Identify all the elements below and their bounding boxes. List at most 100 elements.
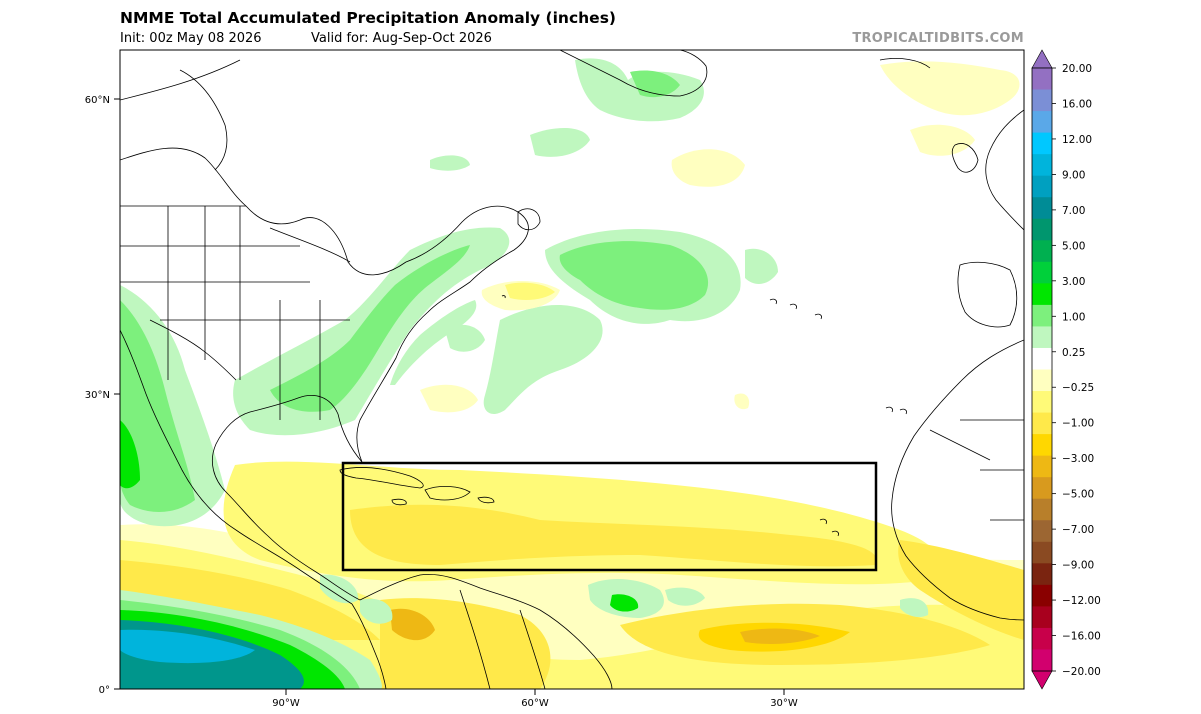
anomaly-darkorange-atlantic bbox=[740, 628, 820, 644]
colorbar-swatch bbox=[1032, 132, 1052, 155]
anomaly-green-atlantic bbox=[483, 305, 603, 415]
anomaly-yellow-gulf bbox=[420, 384, 478, 413]
lat-label-30n: 30°N bbox=[85, 390, 110, 401]
colorbar-label: 20.00 bbox=[1062, 63, 1092, 75]
colorbar-swatch bbox=[1032, 89, 1052, 112]
anomaly-green-panama bbox=[320, 574, 359, 604]
colorbar-label: −9.00 bbox=[1062, 560, 1094, 572]
colorbar-swatch bbox=[1032, 584, 1052, 607]
colorbar-swatch bbox=[1032, 218, 1052, 241]
colorbar-swatch bbox=[1032, 563, 1052, 586]
anomaly-yellow-subtrop bbox=[505, 282, 555, 300]
coastline-puerto-rico bbox=[477, 496, 495, 504]
border-africa bbox=[929, 419, 1024, 521]
colorbar-swatch bbox=[1032, 477, 1052, 500]
colorbar-swatch bbox=[1032, 391, 1052, 414]
init-time: Init: 00z May 08 2026 bbox=[120, 31, 262, 46]
colorbar: 20.00 16.00 12.00 9.00 7.00 5.00 3.00 1.00 0.25 −… bbox=[1031, 49, 1101, 690]
colorbar-swatch bbox=[1032, 326, 1052, 349]
lon-label-90w: 90°W bbox=[272, 698, 300, 709]
anomaly-gold-africa bbox=[898, 540, 1024, 640]
colorbar-swatch bbox=[1032, 369, 1052, 392]
colorbar-swatch bbox=[1032, 197, 1052, 220]
coastline-mexico-pacific bbox=[120, 329, 353, 605]
anomaly-yellow-small bbox=[734, 393, 750, 410]
anomaly-green-samerica bbox=[360, 598, 393, 624]
colorbar-label: −5.00 bbox=[1062, 489, 1094, 501]
colorbar-label: 5.00 bbox=[1062, 240, 1085, 252]
anomaly-green-natl bbox=[745, 248, 778, 284]
colorbar-swatch bbox=[1032, 68, 1052, 91]
colorbar-swatch bbox=[1032, 283, 1052, 306]
anomaly-orange-samerica bbox=[390, 608, 435, 641]
coastline-cuba bbox=[339, 467, 424, 489]
colorbar-label: 3.00 bbox=[1062, 276, 1085, 288]
colorbar-label: −12.00 bbox=[1062, 595, 1101, 607]
colorbar-label: −3.00 bbox=[1062, 453, 1094, 465]
colorbar-swatch bbox=[1032, 175, 1052, 198]
colorbar-label: −16.00 bbox=[1062, 631, 1101, 643]
coastline-greenland bbox=[559, 50, 708, 97]
colorbar-swatch bbox=[1032, 541, 1052, 564]
border-us-states bbox=[120, 206, 350, 420]
coastline-hudson-bay bbox=[179, 69, 228, 171]
coastline-canary bbox=[885, 406, 907, 415]
coastlines bbox=[120, 50, 1024, 689]
site-credit: TROPICALTIDBITS.COM bbox=[852, 31, 1024, 46]
colorbar-label: 1.00 bbox=[1062, 311, 1085, 323]
colorbar-swatch bbox=[1032, 261, 1052, 284]
colorbar-swatch bbox=[1032, 520, 1052, 543]
coastline-uk bbox=[951, 143, 979, 173]
chart-title: NMME Total Accumulated Precipitation Ano… bbox=[120, 9, 616, 27]
colorbar-swatch bbox=[1032, 649, 1052, 672]
colorbar-label: −1.00 bbox=[1062, 418, 1094, 430]
coastline-africa bbox=[891, 339, 1024, 621]
colorbar-label: 0.25 bbox=[1062, 347, 1085, 359]
colorbar-swatch bbox=[1032, 154, 1052, 177]
valid-period: Valid for: Aug-Sep-Oct 2026 bbox=[311, 31, 492, 46]
colorbar-swatch bbox=[1032, 606, 1052, 629]
coastline-bermuda bbox=[501, 295, 506, 299]
coastline-hispaniola bbox=[424, 486, 471, 501]
border-canada-us bbox=[120, 205, 351, 263]
anomaly-gold-band bbox=[350, 504, 877, 567]
colorbar-swatch bbox=[1032, 498, 1052, 521]
colorbar-swatch bbox=[1032, 455, 1052, 478]
colorbar-label: −7.00 bbox=[1062, 524, 1094, 536]
anomaly-green-labrador bbox=[430, 155, 470, 171]
coastline-capeverde bbox=[819, 518, 839, 537]
map-frame bbox=[119, 49, 1025, 690]
lat-axis: 60°N 30°N 0° bbox=[85, 95, 120, 696]
colorbar-label: −0.25 bbox=[1062, 382, 1094, 394]
anomaly-green-north bbox=[530, 128, 590, 157]
anomaly-green-natl bbox=[559, 241, 709, 310]
anomaly-green-atlantic bbox=[445, 324, 485, 352]
coastline-south-america bbox=[359, 573, 613, 689]
colorbar-label: 7.00 bbox=[1062, 205, 1085, 217]
coastline-iberia bbox=[957, 261, 1018, 328]
colorbar-outline bbox=[1031, 67, 1053, 672]
anomaly-green-eqatl bbox=[665, 587, 705, 606]
coastline-azores bbox=[769, 298, 822, 320]
border-samerica bbox=[459, 589, 546, 689]
anomaly-green-guinea bbox=[900, 598, 929, 618]
colorbar-swatch bbox=[1032, 412, 1052, 435]
coastline-jamaica bbox=[391, 498, 407, 506]
coastline-europe bbox=[985, 109, 1024, 231]
coastline-samerica-west bbox=[351, 603, 387, 689]
colorbar-swatch bbox=[1032, 434, 1052, 457]
colorbar-extend-bottom bbox=[1031, 670, 1053, 690]
lon-label-30w: 30°W bbox=[770, 698, 798, 709]
anomaly-green-mexico-dark bbox=[120, 420, 140, 489]
anomaly-yellow-northeast bbox=[880, 61, 1020, 116]
anomaly-green-eqatl bbox=[610, 594, 639, 612]
colorbar-extend-top bbox=[1031, 49, 1053, 69]
mdr-region-box bbox=[341, 461, 878, 572]
lon-label-60w: 60°W bbox=[521, 698, 549, 709]
lat-label-0: 0° bbox=[99, 685, 110, 696]
colorbar-label: 16.00 bbox=[1062, 98, 1092, 110]
coastline-newfoundland bbox=[517, 208, 541, 231]
colorbar-swatch bbox=[1032, 627, 1052, 650]
colorbar-swatch bbox=[1032, 304, 1052, 327]
